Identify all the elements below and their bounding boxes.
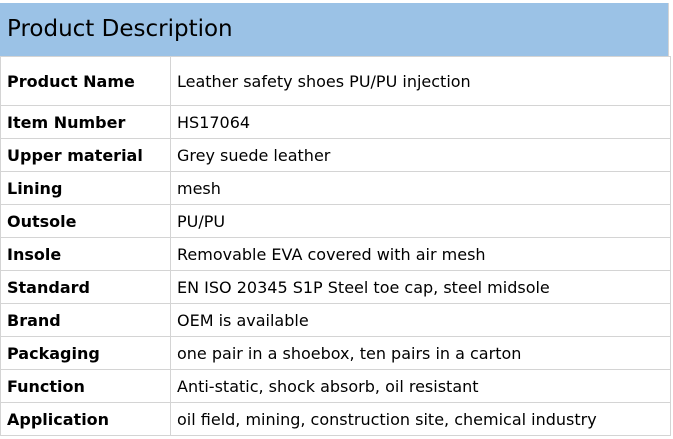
spec-value: PU/PU (170, 204, 671, 238)
spec-row: Standard EN ISO 20345 S1P Steel toe cap, … (0, 270, 671, 304)
spec-value: OEM is available (170, 303, 671, 337)
spec-label: Item Number (0, 105, 171, 139)
spec-row: Upper material Grey suede leather (0, 138, 671, 172)
spec-value: Removable EVA covered with air mesh (170, 237, 671, 271)
spec-label: Insole (0, 237, 171, 271)
spec-value: Grey suede leather (170, 138, 671, 172)
spec-label: Product Name (0, 56, 171, 106)
spec-row: Application oil field, mining, constructi… (0, 402, 671, 436)
spec-value: one pair in a shoebox, ten pairs in a ca… (170, 336, 671, 370)
spec-label: Packaging (0, 336, 171, 370)
spec-table: Product Name Leather safety shoes PU/PU i… (0, 56, 671, 436)
spec-value: oil field, mining, construction site, ch… (170, 402, 671, 436)
spec-row: Product Name Leather safety shoes PU/PU i… (0, 56, 671, 106)
spec-value: HS17064 (170, 105, 671, 139)
spec-label: Outsole (0, 204, 171, 238)
spec-value: EN ISO 20345 S1P Steel toe cap, steel mi… (170, 270, 671, 304)
spec-row: Item Number HS17064 (0, 105, 671, 139)
spec-label: Brand (0, 303, 171, 337)
spec-label: Upper material (0, 138, 171, 172)
spec-value: Leather safety shoes PU/PU injection (170, 56, 671, 106)
spec-row: Outsole PU/PU (0, 204, 671, 238)
title-bar: Product Description (0, 3, 669, 56)
spec-row: Packaging one pair in a shoebox, ten pair… (0, 336, 671, 370)
spec-row: Insole Removable EVA covered with air mes… (0, 237, 671, 271)
spec-label: Standard (0, 270, 171, 304)
spec-row: Function Anti-static, shock absorb, oil r… (0, 369, 671, 403)
spec-label: Lining (0, 171, 171, 205)
spec-value: mesh (170, 171, 671, 205)
spec-label: Function (0, 369, 171, 403)
spec-row: Brand OEM is available (0, 303, 671, 337)
spec-label: Application (0, 402, 171, 436)
spec-row: Lining mesh (0, 171, 671, 205)
spec-value: Anti-static, shock absorb, oil resistant (170, 369, 671, 403)
